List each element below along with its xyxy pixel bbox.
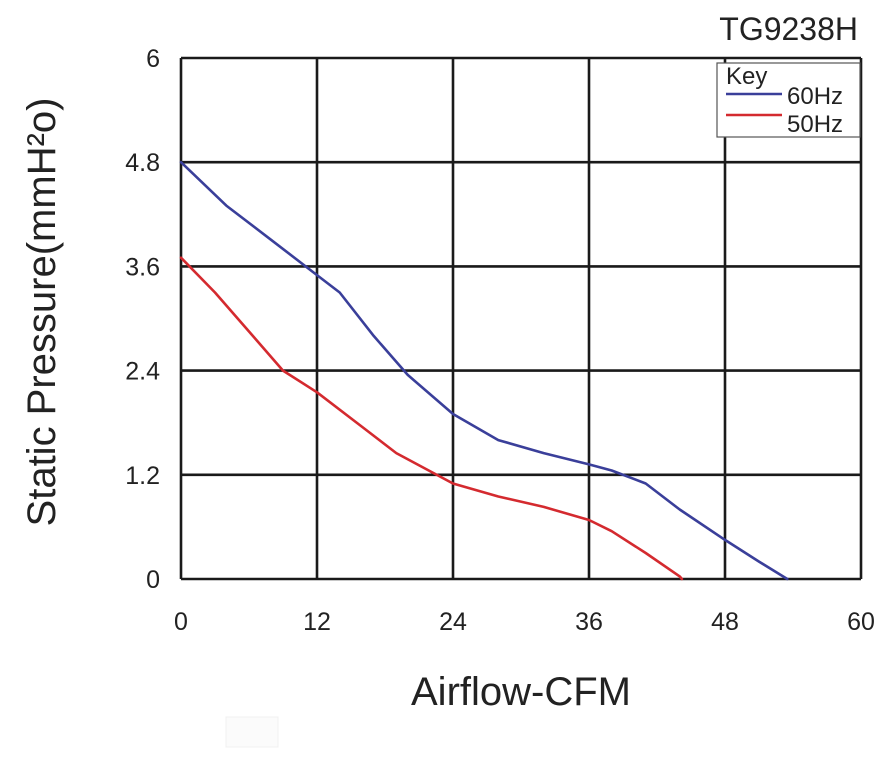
y-tick-label: 2.4 <box>125 358 160 386</box>
y-tick-label: 3.6 <box>125 253 160 281</box>
x-tick-label: 36 <box>575 608 603 636</box>
chart-title: TG9238H <box>719 11 858 47</box>
x-axis-label: Airflow-CFM <box>411 670 631 714</box>
scan-artifact <box>225 716 279 748</box>
y-tick-label: 4.8 <box>125 149 160 177</box>
legend-label-50hz: 50Hz <box>787 111 843 138</box>
series-line-60hz <box>179 160 789 581</box>
grid <box>179 56 863 581</box>
x-tick-label: 12 <box>303 608 331 636</box>
x-tick-label: 24 <box>439 608 467 636</box>
legend-label-60hz: 60Hz <box>787 83 843 110</box>
y-tick-label: 1.2 <box>125 462 160 490</box>
x-tick-label: 48 <box>711 608 739 636</box>
series-line-50hz <box>179 256 684 581</box>
legend: Key 60Hz 50Hz <box>716 62 861 138</box>
legend-box <box>716 62 861 138</box>
x-tick-label: 0 <box>174 608 188 636</box>
legend-title: Key <box>726 63 767 90</box>
tick-labels: 0 12 24 36 48 60 0 1.2 2.4 3.6 4.8 6 <box>125 45 875 636</box>
y-tick-label: 0 <box>146 566 160 594</box>
x-tick-label: 60 <box>847 608 875 636</box>
y-axis-label: Static Pressure(mmH²o) <box>20 98 64 527</box>
series-layer <box>179 160 789 581</box>
y-tick-label: 6 <box>146 45 160 73</box>
